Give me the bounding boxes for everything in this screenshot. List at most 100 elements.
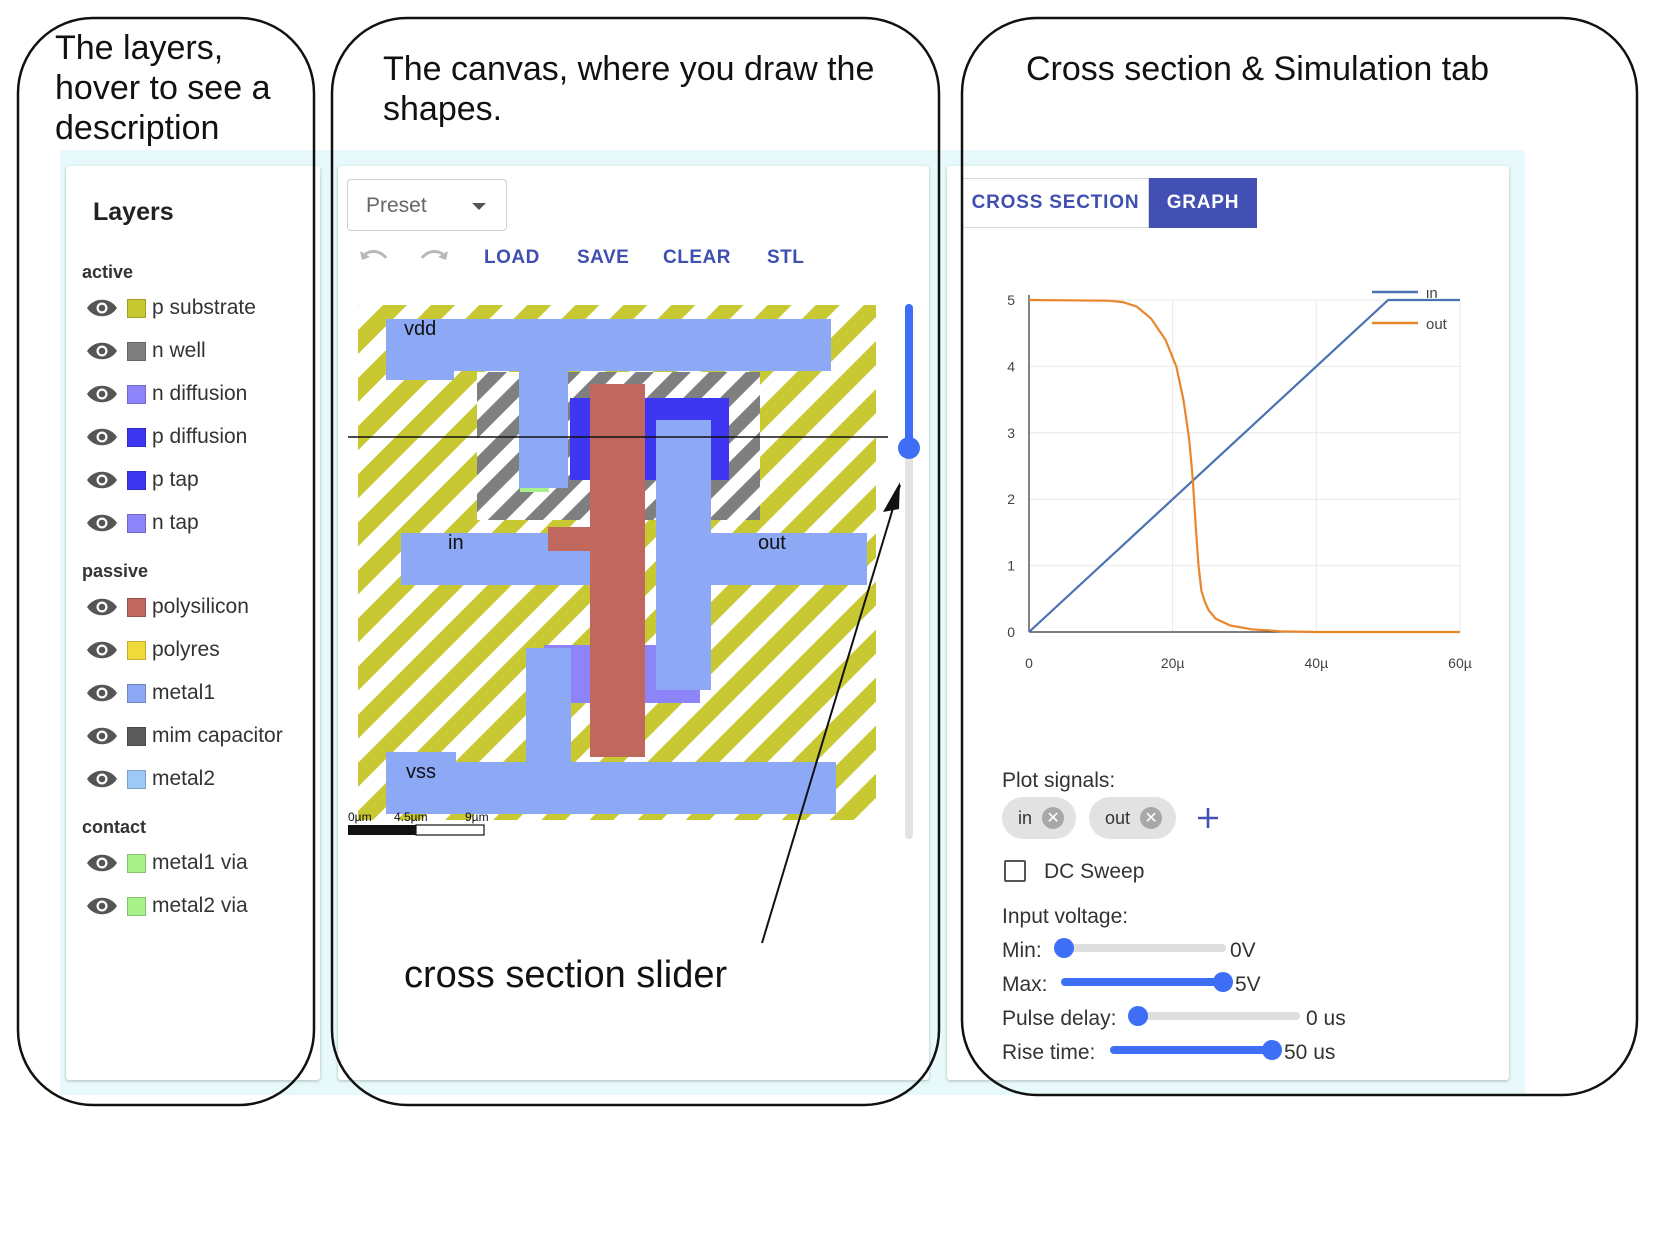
eye-icon[interactable] bbox=[86, 341, 118, 361]
y-tick-label: 0 bbox=[1007, 624, 1015, 640]
pmos-source-metal-shape[interactable] bbox=[519, 366, 568, 488]
eye-icon[interactable] bbox=[86, 853, 118, 873]
group-label-passive: passive bbox=[82, 561, 149, 581]
layer-label: metal1 via bbox=[152, 851, 248, 874]
close-circle-icon[interactable]: ✕ bbox=[1042, 807, 1065, 829]
layer-label: n diffusion bbox=[152, 382, 248, 405]
tab-graph[interactable]: GRAPH bbox=[1149, 178, 1257, 228]
y-tick-label: 5 bbox=[1007, 292, 1015, 308]
rise-time-slider[interactable] bbox=[1110, 1040, 1282, 1060]
eye-icon[interactable] bbox=[86, 470, 118, 490]
polysilicon-gate-shape[interactable] bbox=[590, 384, 645, 757]
clear-button[interactable]: CLEAR bbox=[663, 247, 731, 268]
eye-icon[interactable] bbox=[86, 640, 118, 660]
pulse-delay-slider[interactable] bbox=[1128, 1006, 1300, 1026]
layer-label: p substrate bbox=[152, 296, 256, 319]
signal-chip-in[interactable]: in ✕ bbox=[1002, 797, 1076, 839]
min-slider-knob[interactable] bbox=[1054, 938, 1074, 958]
layer-row-n-well[interactable]: n well bbox=[86, 334, 206, 368]
layer-row-metal1[interactable]: metal1 bbox=[86, 676, 215, 710]
preset-label: Preset bbox=[366, 194, 427, 217]
min-label: Min: bbox=[1002, 939, 1042, 962]
layer-row-polyres[interactable]: polyres bbox=[86, 633, 220, 667]
layer-row-p-substrate[interactable]: p substrate bbox=[86, 291, 256, 325]
plus-icon[interactable] bbox=[1196, 806, 1220, 830]
save-button[interactable]: SAVE bbox=[577, 247, 630, 268]
scale-tick-1: 4.5µm bbox=[394, 810, 428, 824]
layer-color-swatch bbox=[127, 427, 146, 447]
eye-icon[interactable] bbox=[86, 726, 118, 746]
rise-time-value: 50 us bbox=[1284, 1041, 1336, 1064]
legend-label-in: in bbox=[1426, 290, 1438, 302]
x-tick-label: 0 bbox=[1025, 655, 1033, 671]
out-label: out bbox=[758, 532, 786, 554]
layer-color-swatch bbox=[127, 298, 146, 318]
layer-label: metal2 via bbox=[152, 894, 248, 917]
eye-icon[interactable] bbox=[86, 513, 118, 533]
layer-color-swatch bbox=[127, 683, 146, 703]
eye-icon[interactable] bbox=[86, 769, 118, 789]
nmos-source-metal-shape[interactable] bbox=[526, 648, 571, 770]
layer-row-metal2-via[interactable]: metal2 via bbox=[86, 889, 248, 923]
eye-icon[interactable] bbox=[86, 384, 118, 404]
scale-segment-light bbox=[415, 824, 485, 836]
layers-title: Layers bbox=[93, 198, 174, 226]
cross-section-slider-fill bbox=[905, 304, 913, 449]
layers-annotation: The layers, hover to see a description bbox=[55, 29, 271, 147]
undo-icon[interactable] bbox=[357, 244, 391, 270]
simulation-annotation: Cross section & Simulation tab bbox=[1026, 50, 1489, 88]
min-slider[interactable] bbox=[1054, 938, 1226, 958]
pulse-delay-slider-knob[interactable] bbox=[1128, 1006, 1148, 1026]
layer-row-p-tap[interactable]: p tap bbox=[86, 463, 199, 497]
eye-icon[interactable] bbox=[86, 683, 118, 703]
max-slider[interactable] bbox=[1061, 972, 1233, 992]
layer-color-swatch bbox=[127, 341, 146, 361]
close-circle-icon[interactable]: ✕ bbox=[1140, 807, 1163, 829]
signal-chip-out[interactable]: out ✕ bbox=[1089, 797, 1176, 839]
layer-label: p tap bbox=[152, 468, 199, 491]
layer-row-metal2[interactable]: metal2 bbox=[86, 762, 215, 796]
load-button[interactable]: LOAD bbox=[484, 247, 540, 268]
tab-cross-section[interactable]: CROSS SECTION bbox=[962, 178, 1149, 228]
vdd-tab-shape[interactable] bbox=[386, 360, 454, 380]
y-tick-label: 2 bbox=[1007, 491, 1015, 507]
rise-time-slider-knob[interactable] bbox=[1262, 1040, 1282, 1060]
preset-select[interactable]: Preset bbox=[347, 179, 507, 231]
scale-bar: 0µm 4.5µm 9µm bbox=[348, 810, 489, 836]
layer-label: polyres bbox=[152, 638, 220, 661]
stl-button[interactable]: STL bbox=[767, 247, 805, 268]
layer-color-swatch bbox=[127, 853, 146, 873]
layer-row-mim-capacitor[interactable]: mim capacitor bbox=[86, 719, 283, 753]
rise-time-label: Rise time: bbox=[1002, 1041, 1096, 1064]
layer-label: polysilicon bbox=[152, 595, 249, 618]
slider-annotation: cross section slider bbox=[404, 954, 728, 996]
eye-icon[interactable] bbox=[86, 298, 118, 318]
eye-icon[interactable] bbox=[86, 896, 118, 916]
in-label: in bbox=[448, 532, 464, 554]
layer-row-n-tap[interactable]: n tap bbox=[86, 506, 199, 540]
layout-canvas[interactable]: vdd in out vss 0µm 4.5µm 9µm bbox=[340, 300, 900, 840]
cross-section-slider[interactable] bbox=[898, 304, 920, 839]
eye-icon[interactable] bbox=[86, 427, 118, 447]
layer-row-metal1-via[interactable]: metal1 via bbox=[86, 846, 248, 880]
series-line-in bbox=[1028, 298, 1460, 633]
poly-contact-shape[interactable] bbox=[548, 527, 596, 551]
layer-row-p-diffusion[interactable]: p diffusion bbox=[86, 420, 247, 454]
min-value: 0V bbox=[1230, 939, 1256, 962]
eye-icon[interactable] bbox=[86, 597, 118, 617]
max-slider-knob[interactable] bbox=[1213, 972, 1233, 992]
layer-row-polysilicon[interactable]: polysilicon bbox=[86, 590, 249, 624]
signal-chip-label: in bbox=[1018, 807, 1033, 828]
signal-chip-label: out bbox=[1105, 807, 1131, 828]
x-tick-label: 60µ bbox=[1448, 655, 1472, 671]
dc-sweep-checkbox[interactable] bbox=[1004, 860, 1026, 882]
redo-icon[interactable] bbox=[417, 244, 451, 270]
input-voltage-label: Input voltage: bbox=[1002, 905, 1129, 928]
scale-tick-0: 0µm bbox=[348, 810, 372, 824]
layer-color-swatch bbox=[127, 726, 146, 746]
series-line-out bbox=[1028, 298, 1460, 634]
y-tick-label: 4 bbox=[1007, 358, 1015, 374]
x-tick-label: 20µ bbox=[1161, 655, 1185, 671]
layer-row-n-diffusion[interactable]: n diffusion bbox=[86, 377, 247, 411]
layer-label: metal1 bbox=[152, 681, 216, 704]
